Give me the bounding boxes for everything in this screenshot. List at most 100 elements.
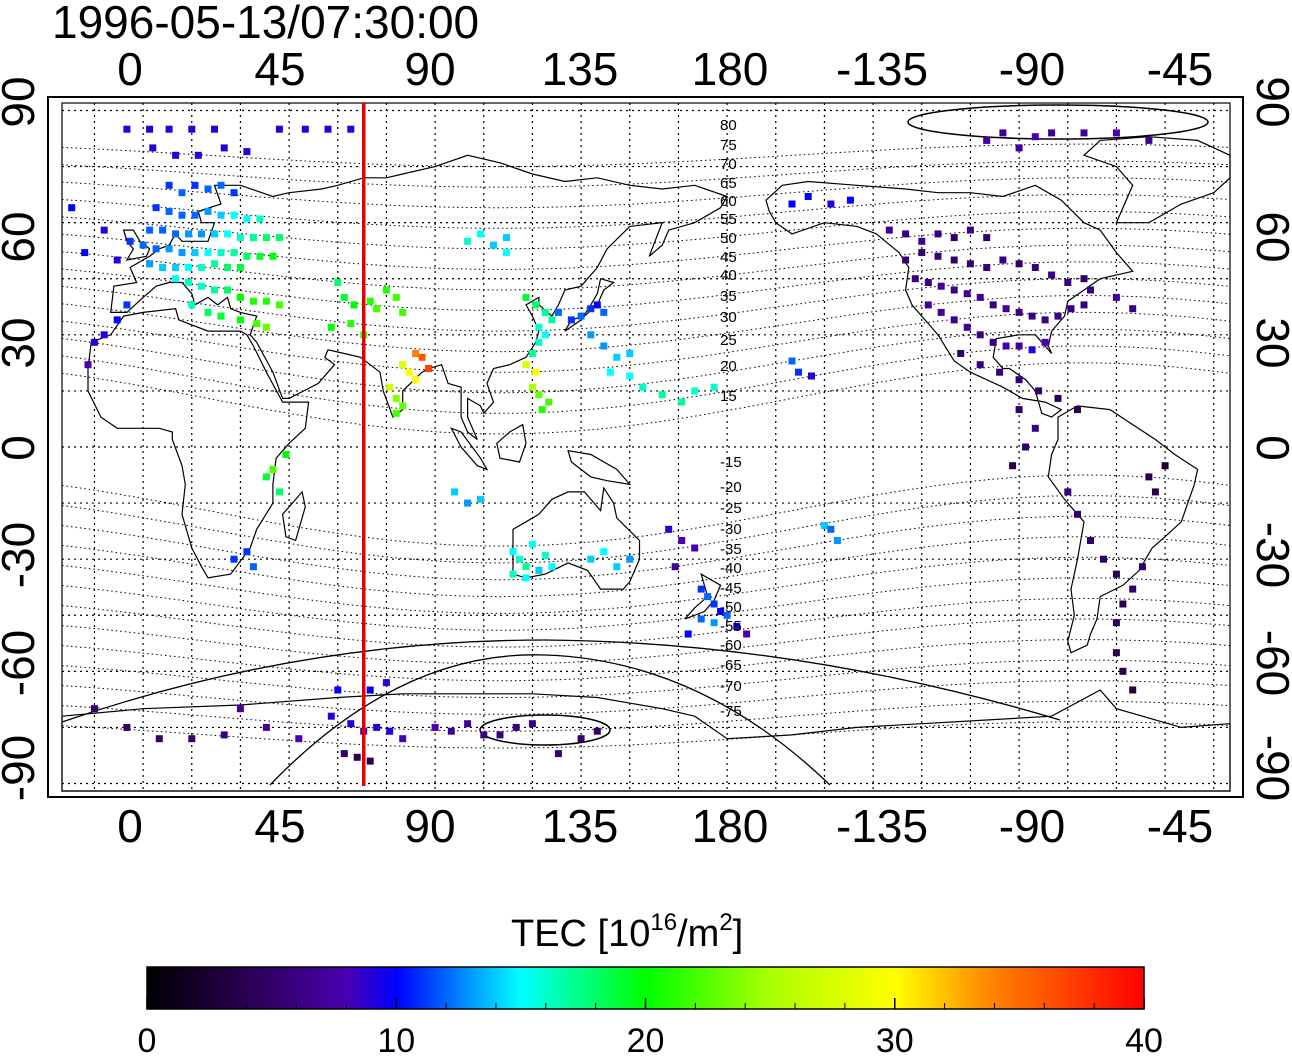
tec-point (1080, 301, 1088, 309)
magnetic-latitude-label: 75 (720, 137, 737, 154)
tec-point (567, 316, 575, 324)
tec-point (188, 735, 196, 743)
tec-point (224, 286, 231, 294)
x-tick-bottom: -135 (836, 800, 928, 852)
tec-point (392, 394, 400, 402)
tec-point (989, 301, 997, 309)
magnetic-latitude-label: 65 (720, 175, 737, 192)
magnetic-contour-south-inner (269, 654, 831, 786)
coast-greenland (1082, 136, 1231, 224)
coast-australia (512, 486, 641, 590)
tec-point (123, 301, 131, 309)
tec-point (1129, 585, 1137, 593)
tec-point (230, 189, 238, 197)
tec-point (528, 720, 536, 728)
tec-point (538, 406, 546, 414)
tec-point (224, 264, 231, 271)
tec-point (243, 148, 251, 156)
magnetic-latitude-label: 20 (720, 358, 737, 375)
tec-point (172, 230, 180, 238)
magnetic-latitude-label: -45 (720, 580, 742, 597)
tec-point (412, 376, 420, 384)
tec-point (976, 331, 984, 339)
tec-point (996, 368, 1004, 376)
tec-point (512, 723, 520, 731)
tec-point (1151, 488, 1159, 496)
tec-point (165, 125, 173, 133)
magnetic-latitude-label: -20 (720, 479, 742, 496)
x-tick-bottom: 45 (254, 800, 305, 852)
tec-point (522, 361, 530, 369)
tec-point (334, 279, 342, 286)
tec-point (532, 301, 540, 309)
tec-point (691, 387, 699, 395)
magnetic-pole-oval-north (907, 104, 1209, 140)
tec-point (963, 323, 971, 331)
tec-point (1112, 619, 1120, 627)
tec-point (451, 488, 459, 496)
tec-point (1145, 473, 1153, 481)
tec-point (1009, 462, 1017, 470)
tec-point (211, 125, 218, 133)
tec-point (1048, 129, 1056, 137)
tec-point (256, 215, 264, 223)
tec-point (626, 372, 634, 380)
magnetic-latitude-contour (61, 515, 1231, 581)
tec-point (159, 264, 167, 271)
tec-point (509, 570, 517, 578)
magnetic-latitude-label: -65 (720, 657, 742, 674)
magnetic-latitude-contour (61, 210, 1231, 250)
tec-point (1002, 305, 1010, 313)
tec-point (710, 383, 718, 391)
tec-point (671, 563, 679, 571)
tec-point (950, 234, 958, 242)
x-tick-bottom: -90 (999, 800, 1065, 852)
tec-point (554, 308, 562, 316)
tec-point (1087, 537, 1094, 544)
tec-point (516, 555, 523, 563)
tec-point (477, 230, 484, 238)
tec-point (600, 308, 608, 316)
tec-point (626, 350, 634, 357)
tec-point (90, 705, 98, 713)
tec-point (1074, 406, 1081, 414)
tec-point (846, 196, 854, 204)
tec-point (1048, 271, 1056, 279)
tec-point (1015, 376, 1023, 384)
magnetic-latitude-contour (61, 328, 1231, 394)
tec-point (256, 252, 264, 260)
colorbar-tick-label: 20 (627, 1022, 665, 1057)
y-tick-left: 30 (0, 317, 44, 368)
tec-point (392, 293, 400, 301)
tec-point (185, 230, 192, 238)
tec-point (902, 230, 910, 238)
tec-point (230, 555, 238, 563)
y-tick-right: 60 (1247, 211, 1292, 262)
tec-point (1031, 424, 1039, 432)
tec-point (788, 200, 796, 208)
tec-point (541, 331, 549, 339)
magnetic-latitude-contour (61, 680, 1231, 715)
tec-point (1112, 129, 1120, 137)
tec-point (373, 305, 381, 313)
tec-point (126, 237, 134, 245)
tec-point (509, 548, 517, 556)
tec-point (1015, 342, 1023, 350)
tec-point (503, 249, 510, 257)
lat-lon-grid (62, 103, 1230, 791)
tec-point (528, 383, 536, 391)
coast-sumatra (450, 427, 489, 471)
tec-point (535, 323, 543, 331)
tec-point (528, 350, 536, 357)
tec-point (198, 282, 205, 290)
tec-point (522, 293, 530, 301)
tec-point (249, 234, 257, 242)
tec-point (1015, 308, 1023, 316)
tec-point (541, 308, 549, 316)
tec-point (172, 264, 180, 271)
magnetic-latitude-contour (61, 597, 1231, 648)
tec-point (1022, 443, 1030, 451)
tec-point (149, 144, 157, 152)
tec-point (1145, 136, 1153, 144)
x-tick-top: 135 (542, 43, 619, 95)
